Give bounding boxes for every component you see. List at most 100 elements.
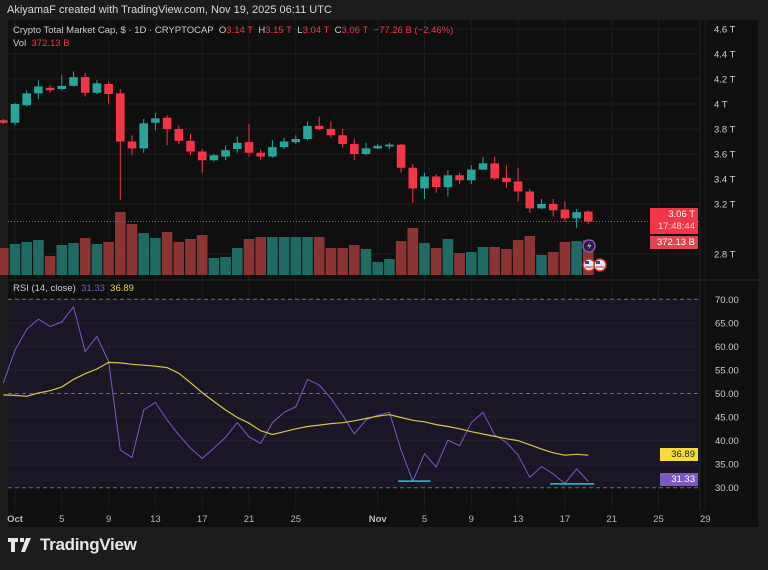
price-axis-label: 4.6 T <box>714 25 736 36</box>
rsi-legend: RSI (14, close) 31.33 36.89 <box>13 283 134 294</box>
rsi-title[interactable]: RSI (14, close) <box>13 283 76 294</box>
rsi-axis-label: 65.00 <box>715 318 739 329</box>
candle-body <box>431 176 441 188</box>
time-axis-label: Oct <box>7 514 24 525</box>
volume-bar <box>196 235 208 275</box>
bar-countdown: 17:48:44 <box>658 221 695 232</box>
candle-body <box>233 142 242 149</box>
close-label: C <box>334 25 342 36</box>
volume-bar <box>407 228 419 275</box>
volume-bar <box>161 231 173 275</box>
time-axis-label: 25 <box>653 514 664 525</box>
candle-body <box>478 163 488 170</box>
candle-body <box>326 129 336 136</box>
price-axis-label: 4.4 T <box>714 50 736 61</box>
low-value: 3.04 T <box>302 25 330 36</box>
volume-bar <box>138 233 149 275</box>
time-axis-label: 9 <box>469 514 474 525</box>
candle-body <box>92 83 102 93</box>
rsi-axis-label: 55.00 <box>715 365 739 376</box>
rsi-ma-tag: 36.89 <box>660 448 698 461</box>
flag-canton <box>596 261 600 264</box>
candle-body <box>350 144 359 154</box>
last-price-tag: 3.06 T 17:48:44 <box>650 208 698 234</box>
volume-bar <box>536 255 547 275</box>
volume-bar <box>208 258 220 275</box>
price-axis-label: 3.6 T <box>714 150 736 161</box>
time-axis-label: 5 <box>422 514 427 525</box>
candle-body <box>0 120 8 123</box>
candle-body <box>80 77 90 93</box>
candle-body <box>467 169 476 181</box>
candle-body <box>186 140 195 152</box>
volume-bar <box>220 256 231 275</box>
volume-bar <box>524 236 536 275</box>
volume-bar <box>21 241 32 275</box>
rsi-axis-label: 70.00 <box>715 295 739 306</box>
rsi-value: 31.33 <box>81 283 105 294</box>
volume-legend: Vol 372.13 B <box>13 38 70 49</box>
rsi-line <box>2 305 589 485</box>
candle-body <box>548 204 558 211</box>
volume-bar <box>267 236 278 275</box>
candle-body <box>256 152 265 157</box>
volume-bar <box>571 241 582 275</box>
open-label: O <box>218 25 227 36</box>
rsi-ma-value: 36.89 <box>110 283 134 294</box>
rsi-tag: 31.33 <box>660 473 698 486</box>
volume-bar <box>360 248 372 275</box>
volume-bar <box>9 243 21 275</box>
symbol-title[interactable]: Crypto Total Market Cap, $ · 1D · CRYPTO… <box>13 25 214 36</box>
volume-bar <box>0 248 9 275</box>
volume-bar <box>44 256 56 275</box>
candle-body <box>162 117 172 129</box>
candle-body <box>197 151 207 161</box>
volume-bar <box>91 243 103 275</box>
time-axis-label: 9 <box>106 514 111 525</box>
candle-body <box>174 129 184 141</box>
time-axis-label: 21 <box>244 514 255 525</box>
price-axis-label: 3.2 T <box>714 200 736 211</box>
candle-body <box>291 139 301 143</box>
volume-bar <box>430 248 442 275</box>
tradingview-logo[interactable]: TradingView <box>8 535 137 555</box>
volume-bar <box>302 236 313 275</box>
us-flag-event-icon <box>582 258 596 272</box>
rsi-axis-label: 45.00 <box>715 413 739 424</box>
candle-body <box>584 211 593 222</box>
time-axis-label: 5 <box>59 514 64 525</box>
time-axis-label: Nov <box>369 514 388 525</box>
lightning-glyph <box>587 242 592 250</box>
time-axis-label: 17 <box>197 514 208 525</box>
time-axis-label: 13 <box>150 514 161 525</box>
price-axis-label: 4.2 T <box>714 75 736 86</box>
volume-value: 372.13 B <box>31 38 70 49</box>
volume-bar <box>547 251 559 275</box>
time-axis-label: 25 <box>291 514 302 525</box>
volume-bar <box>232 248 243 275</box>
candle-body <box>513 181 523 192</box>
volume-bar <box>313 236 325 275</box>
candle-body <box>396 144 406 168</box>
rsi-axis-label: 30.00 <box>715 483 739 494</box>
volume-bar <box>512 240 524 275</box>
volume-label: Vol <box>13 38 27 49</box>
us-flag-event-icon <box>593 258 607 272</box>
candle-body <box>151 118 160 123</box>
candle-body <box>560 209 570 219</box>
high-value: 3.15 T <box>265 25 292 36</box>
candle-body <box>116 93 125 142</box>
last-volume-tag: 372.13 B <box>650 236 698 249</box>
candle-body <box>139 123 148 149</box>
candle-body <box>22 93 31 106</box>
flag-canton <box>585 261 589 264</box>
candle-body <box>244 142 254 153</box>
volume-bar <box>68 243 79 275</box>
volume-bar <box>173 241 185 275</box>
volume-bar <box>150 238 161 275</box>
symbol-legend: Crypto Total Market Cap, $ · 1D · CRYPTO… <box>13 25 453 36</box>
last-price: 3.06 T <box>668 209 695 220</box>
volume-bar <box>79 238 91 275</box>
candle-body <box>572 212 581 219</box>
